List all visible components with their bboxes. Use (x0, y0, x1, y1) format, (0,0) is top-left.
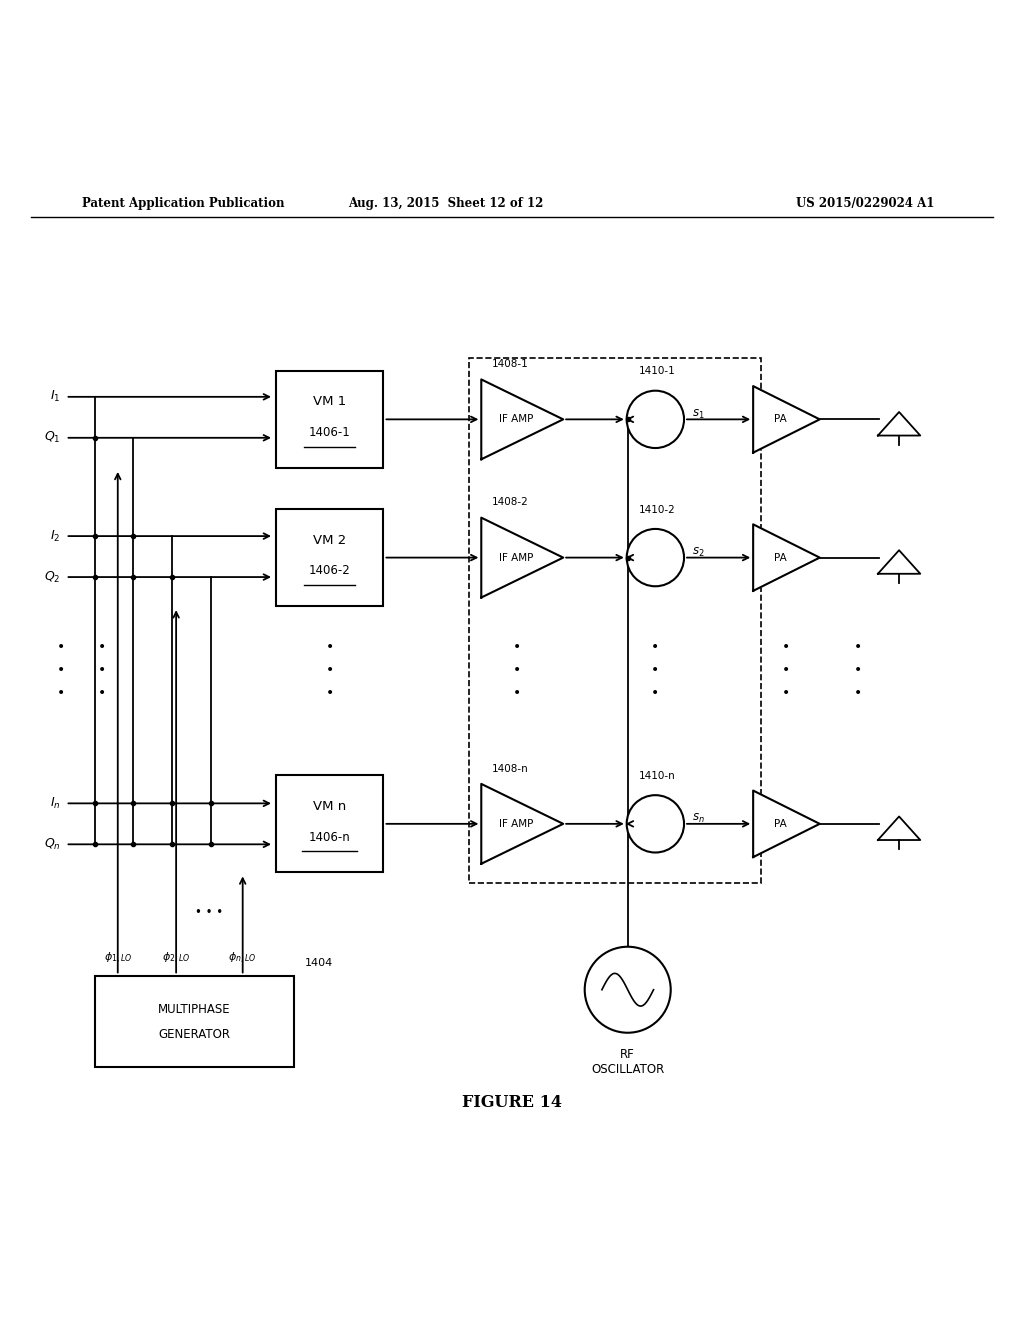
Text: 1406-n: 1406-n (309, 830, 350, 843)
Polygon shape (754, 524, 819, 591)
Text: VM 2: VM 2 (313, 533, 346, 546)
Text: US 2015/0229024 A1: US 2015/0229024 A1 (796, 197, 935, 210)
Text: 1406-2: 1406-2 (309, 565, 350, 577)
Text: GENERATOR: GENERATOR (159, 1028, 230, 1041)
Text: IF AMP: IF AMP (499, 553, 534, 562)
Circle shape (627, 391, 684, 447)
Text: FIGURE 14: FIGURE 14 (462, 1094, 562, 1111)
Text: VM n: VM n (313, 800, 346, 813)
Text: $\phi_{1,LO}$: $\phi_{1,LO}$ (103, 952, 132, 966)
Text: IF AMP: IF AMP (499, 818, 534, 829)
Text: $Q_2$: $Q_2$ (44, 569, 60, 585)
Text: 1404: 1404 (305, 958, 333, 969)
FancyBboxPatch shape (94, 977, 295, 1067)
Text: $Q_1$: $Q_1$ (44, 430, 60, 445)
Text: •
•
•: • • • (782, 640, 791, 700)
Text: $\phi_{n,LO}$: $\phi_{n,LO}$ (228, 952, 257, 966)
Polygon shape (878, 550, 921, 574)
Circle shape (627, 795, 684, 853)
Text: RF
OSCILLATOR: RF OSCILLATOR (591, 1048, 665, 1076)
Text: $\phi_{2,LO}$: $\phi_{2,LO}$ (162, 952, 190, 966)
Text: PA: PA (774, 818, 786, 829)
Text: 1410-1: 1410-1 (639, 367, 676, 376)
Text: Patent Application Publication: Patent Application Publication (82, 197, 285, 210)
Text: 1410-2: 1410-2 (639, 504, 676, 515)
Circle shape (627, 529, 684, 586)
Text: •
•
•: • • • (854, 640, 862, 700)
Text: •
•
•: • • • (57, 640, 66, 700)
FancyBboxPatch shape (276, 510, 383, 606)
Text: $I_n$: $I_n$ (50, 796, 60, 810)
Text: 1408-n: 1408-n (492, 764, 528, 774)
FancyBboxPatch shape (276, 371, 383, 469)
Circle shape (585, 946, 671, 1032)
Polygon shape (481, 784, 563, 863)
Polygon shape (878, 412, 921, 436)
Text: VM 1: VM 1 (313, 396, 346, 408)
Text: $I_2$: $I_2$ (50, 528, 60, 544)
Text: PA: PA (774, 553, 786, 562)
Polygon shape (481, 517, 563, 598)
Text: 1408-1: 1408-1 (492, 359, 528, 370)
Polygon shape (754, 791, 819, 857)
Text: 1406-1: 1406-1 (309, 426, 350, 440)
Polygon shape (481, 379, 563, 459)
Text: 1408-2: 1408-2 (492, 498, 528, 507)
Text: MULTIPHASE: MULTIPHASE (159, 1003, 230, 1015)
Text: 1410-n: 1410-n (639, 771, 676, 781)
Text: $I_1$: $I_1$ (50, 389, 60, 404)
Text: $Q_n$: $Q_n$ (44, 837, 60, 851)
Text: •
•
•: • • • (98, 640, 106, 700)
Text: Aug. 13, 2015  Sheet 12 of 12: Aug. 13, 2015 Sheet 12 of 12 (348, 197, 543, 210)
Text: PA: PA (774, 414, 786, 424)
Text: •
•
•: • • • (326, 640, 334, 700)
Text: IF AMP: IF AMP (499, 414, 534, 424)
Polygon shape (754, 385, 819, 453)
Polygon shape (878, 817, 921, 840)
Text: •
•
•: • • • (513, 640, 521, 700)
Text: $s_1$: $s_1$ (692, 408, 705, 421)
FancyBboxPatch shape (276, 775, 383, 873)
Text: •
•
•: • • • (651, 640, 659, 700)
Text: $s_n$: $s_n$ (692, 812, 705, 825)
Text: • • •: • • • (196, 907, 223, 920)
Text: $s_2$: $s_2$ (692, 546, 705, 560)
